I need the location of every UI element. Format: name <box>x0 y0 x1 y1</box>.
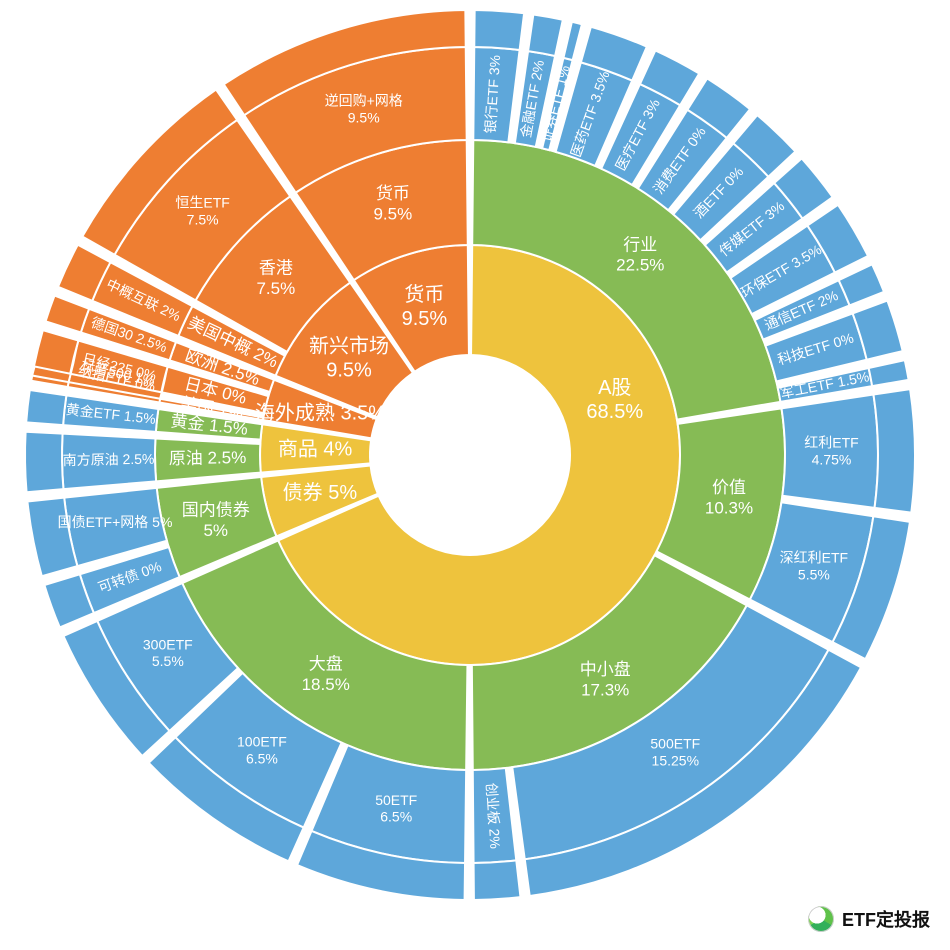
ring4-slice <box>474 860 521 900</box>
ring3-label: 500ETF <box>650 736 700 752</box>
sunburst-chart: A股68.5%债券 5%商品 4%海外成熟 3.5%新兴市场9.5%货币9.5%… <box>0 0 950 950</box>
ring4-slice <box>563 22 581 60</box>
ring4-slice <box>869 360 909 386</box>
ring1-label: 债券 5% <box>283 481 358 504</box>
ring2-label: 原油 2.5% <box>169 448 247 468</box>
ring1-pct: 68.5% <box>586 401 643 423</box>
ring2-pct: 22.5% <box>616 256 664 275</box>
ring2-label: 价值 <box>712 478 746 497</box>
ring3-label: 红利ETF <box>804 435 858 451</box>
ring4-slice <box>873 389 915 513</box>
center-caption: ID：etfbao <box>437 534 504 550</box>
ring2-label: 国内债券 <box>182 500 250 519</box>
ring2-label: 行业 <box>623 235 657 254</box>
ring3-pct: 5.5% <box>152 653 184 669</box>
ring3-label: 50ETF <box>375 792 417 808</box>
wechat-icon <box>808 906 834 932</box>
ring3-label: 300ETF <box>143 636 193 652</box>
footer: ETF定投报 <box>808 906 930 932</box>
ring4-slice <box>46 296 90 333</box>
ring2-label: 货币 <box>376 184 410 203</box>
ring3-pct: 4.75% <box>812 451 852 467</box>
ring3-label: 国债ETF+网格 5% <box>58 514 173 530</box>
ring2-pct: 5% <box>203 521 228 540</box>
ring1-label: 货币 <box>404 283 444 306</box>
ring1-label: 海外成熟 3.5% <box>255 401 386 424</box>
ring4-slice <box>26 390 66 425</box>
ring3-label: 南方原油 2.5% <box>62 451 154 468</box>
ring4-slice <box>34 330 78 374</box>
ring1-label: 新兴市场 <box>309 334 389 357</box>
ring3-pct: 6.5% <box>246 750 278 766</box>
ring3-label: 深红利ETF <box>780 550 848 566</box>
ring3-pct: 7.5% <box>187 212 219 228</box>
ring2-pct: 17.3% <box>581 681 629 700</box>
ring2-pct: 18.5% <box>302 675 350 694</box>
ring2-label: 中小盘 <box>580 660 631 679</box>
footer-text: ETF定投报 <box>842 906 930 932</box>
ring2-pct: 10.3% <box>705 498 753 517</box>
center-caption: 公众号：ETF报 <box>422 511 518 527</box>
ring4-slice <box>474 10 524 50</box>
ring2-label: 香港 <box>259 258 293 277</box>
ring1-pct: 9.5% <box>326 359 372 381</box>
ring2-pct: 7.5% <box>256 279 295 298</box>
ring3-label: 逆回购+网格 <box>325 92 403 108</box>
ring4-slice <box>25 432 63 493</box>
ring3-label: 恒生ETF <box>175 195 229 211</box>
ring1-label: A股 <box>598 377 631 399</box>
ring3-label: 100ETF <box>237 734 287 750</box>
ring3-pct: 15.25% <box>652 752 699 768</box>
chart-container: A股68.5%债券 5%商品 4%海外成熟 3.5%新兴市场9.5%货币9.5%… <box>0 0 950 950</box>
ring4-slice <box>528 15 563 56</box>
ring2-label: 大盘 <box>309 654 343 673</box>
ring1-pct: 9.5% <box>402 308 448 330</box>
ring1-label: 商品 4% <box>278 437 353 460</box>
ring3-pct: 5.5% <box>798 566 830 582</box>
ring2-pct: 9.5% <box>373 205 412 224</box>
ring3-pct: 9.5% <box>348 109 380 125</box>
ring3-pct: 6.5% <box>380 809 412 825</box>
